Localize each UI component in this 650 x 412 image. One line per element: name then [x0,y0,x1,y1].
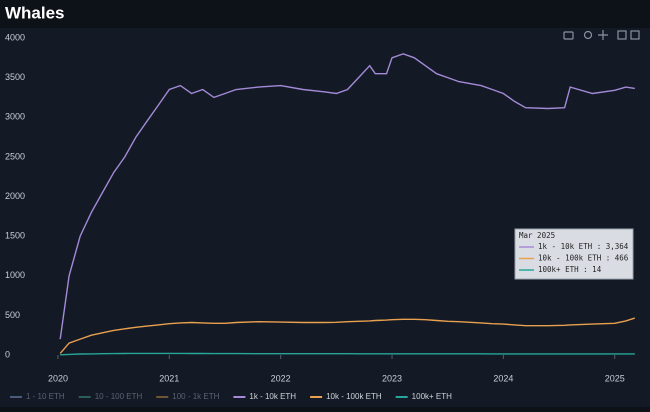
x-tick-label: 2023 [382,373,402,383]
x-tick-label: 2022 [271,373,291,383]
x-tick-label: 2025 [605,373,625,383]
legend-label[interactable]: 1 - 10 ETH [26,392,65,401]
y-tick-label: 1000 [5,270,25,280]
zoom-out-icon[interactable] [630,30,640,40]
y-tick-label: 500 [5,310,20,320]
zoom-in-icon[interactable] [617,30,627,40]
y-tick-label: 1500 [5,231,25,241]
y-tick-label: 3000 [5,112,25,122]
legend-label[interactable]: 10 - 100 ETH [95,392,143,401]
x-tick-label: 2021 [159,373,179,383]
zoom-icon[interactable] [583,30,593,40]
camera-icon[interactable] [563,31,574,40]
legend-label[interactable]: 100 - 1k ETH [172,392,219,401]
series-line [59,53,635,340]
chart-title: Whales [5,3,65,22]
y-tick-label: 0 [5,349,10,359]
toolbar [563,30,640,40]
tooltip-item: 10k - 100k ETH : 466 [538,254,629,263]
header-band [0,0,650,28]
x-tick-label: 2024 [493,373,513,383]
y-tick-label: 2500 [5,151,25,161]
y-tick-label: 4000 [5,32,25,42]
y-tick-label: 3500 [5,72,25,82]
pan-icon[interactable] [598,30,608,40]
x-tick-label: 2020 [48,373,68,383]
series-line [59,317,636,354]
tooltip-box [514,228,634,280]
tooltip-item: 1k - 10k ETH : 3,364 [538,242,629,251]
series-line [60,352,635,356]
y-tick-label: 2000 [5,191,25,201]
tooltip: Mar 2025 1k - 10k ETH : 3,364 10k - 100k E… [514,228,634,280]
tooltip-item: 100k+ ETH : 14 [538,265,602,274]
legend-label[interactable]: 10k - 100k ETH [326,392,382,401]
tooltip-title: Mar 2025 [519,231,555,240]
legend-label[interactable]: 1k - 10k ETH [249,392,296,401]
legend-label[interactable]: 100k+ ETH [412,392,452,401]
